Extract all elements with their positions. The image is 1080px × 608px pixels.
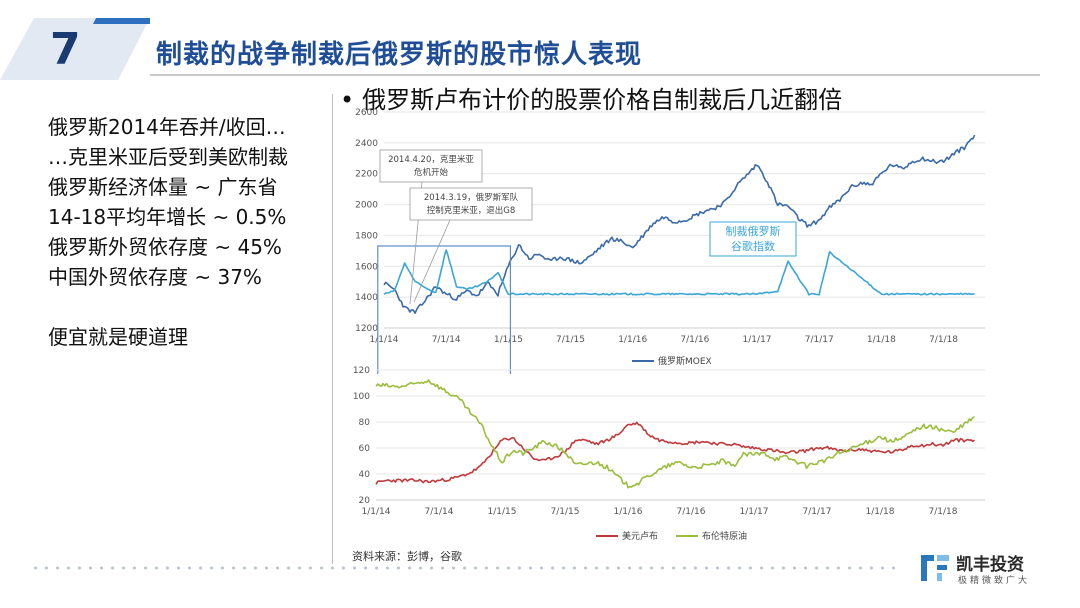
y-tick-label: 20 (359, 496, 371, 506)
y-tick-label: 1200 (355, 324, 378, 334)
series-line (383, 249, 975, 296)
title-divider (150, 74, 1040, 76)
annotation-leader (413, 219, 451, 303)
annotation-box (409, 187, 533, 221)
annotation-box (709, 221, 797, 257)
y-tick-label: 1600 (355, 262, 378, 272)
y-tick-label: 2200 (355, 170, 378, 180)
y-tick-label: 2600 (355, 108, 378, 118)
x-tick-label: 1/1/18 (867, 335, 896, 345)
x-tick-label: 1/1/18 (866, 507, 895, 517)
bullet-text: 俄罗斯卢布计价的股票价格自制裁后几近翻倍 (362, 86, 843, 114)
annotation-text: 制裁俄罗斯 (726, 225, 781, 238)
fx-oil-chart: 20 40 60 80 100 120 1/1/14 7/1/14 1/1/15 7/1/15 1/… (353, 366, 985, 542)
bullet-headline: • 俄罗斯卢布计价的股票价格自制裁后几近翻倍 (340, 86, 843, 114)
y-tick-label: 120 (353, 366, 370, 376)
annotation-text: 控制克里米亚，退出G8 (427, 205, 516, 216)
legend-label: 俄罗斯MOEX (658, 355, 712, 367)
left-line: 俄罗斯经济体量 ~ 广东省 (48, 175, 278, 199)
x-tick-label: 1/1/16 (618, 335, 647, 345)
slide-number-badge (0, 18, 150, 80)
y-tick-label: 1400 (355, 293, 378, 303)
logo-icon (918, 551, 952, 585)
x-tick-label: 1/1/14 (370, 335, 399, 345)
left-line: 中国外贸依存度 ~ 37% (48, 265, 262, 289)
left-text-block: 俄罗斯2014年吞并/收回… …克里米亚后受到美欧制裁 俄罗斯经济体量 ~ 广东… (48, 112, 288, 352)
x-tick-label: 7/1/14 (425, 507, 454, 517)
x-tick-label: 1/1/17 (740, 507, 769, 517)
column-divider (332, 94, 333, 564)
series-line (383, 134, 976, 314)
y-tick-label: 1800 (355, 231, 378, 241)
slide-number: 7 (50, 24, 81, 75)
x-tick-label: 7/1/16 (677, 507, 706, 517)
annotation-text: 2014.3.19，俄罗斯军队 (424, 192, 519, 203)
logo-name: 凯丰投资 (956, 555, 1024, 575)
left-line: 俄罗斯2014年吞并/收回… (48, 115, 286, 139)
sanction-period-box (377, 245, 512, 374)
left-line: 14-18平均年增长 ~ 0.5% (48, 205, 287, 229)
source-note: 资料来源：彭博，谷歌 (352, 550, 462, 563)
left-line: 俄罗斯外贸依存度 ~ 45% (48, 235, 282, 259)
annotation-box (379, 149, 483, 183)
y-tick-label: 60 (359, 444, 371, 454)
annotation-text: 谷歌指数 (731, 239, 775, 253)
x-tick-label: 1/1/15 (494, 335, 523, 345)
x-tick-label: 1/1/15 (488, 507, 517, 517)
logo-tagline: 极精微致广大 (958, 576, 1031, 586)
x-tick-label: 1/1/17 (743, 335, 772, 345)
y-tick-label: 80 (359, 418, 371, 428)
legend-label: 美元卢布 (622, 530, 658, 542)
slide-title: 制裁的战争制裁后俄罗斯的股市惊人表现 (156, 40, 643, 70)
x-tick-label: 1/1/16 (614, 507, 643, 517)
left-line: …克里米亚后受到美欧制裁 (48, 145, 288, 169)
moex-chart: 1200 1400 1600 1800 2000 2200 2400 2600 1/1/14 7/… (355, 108, 985, 374)
left-conclusion: 便宜就是硬道理 (48, 325, 188, 349)
x-tick-label: 7/1/16 (680, 335, 709, 345)
y-tick-label: 2000 (355, 201, 378, 211)
x-tick-label: 1/1/14 (362, 507, 391, 517)
x-tick-label: 7/1/14 (432, 335, 461, 345)
annotation-text: 2014.4.20，克里米亚 (388, 154, 474, 165)
series-line (375, 421, 975, 485)
x-tick-label: 7/1/18 (929, 335, 958, 345)
x-tick-label: 7/1/15 (551, 507, 580, 517)
x-tick-label: 7/1/15 (556, 335, 585, 345)
legend-label: 布伦特原油 (702, 530, 747, 542)
x-tick-label: 7/1/17 (805, 335, 834, 345)
footer-dots (30, 566, 900, 570)
x-tick-label: 7/1/17 (803, 507, 832, 517)
x-tick-label: 7/1/18 (929, 507, 958, 517)
annotation-text: 危机开始 (414, 167, 449, 178)
y-tick-label: 40 (359, 470, 371, 480)
y-tick-label: 2400 (355, 139, 378, 149)
series-line (375, 379, 975, 489)
y-tick-label: 100 (353, 392, 370, 402)
